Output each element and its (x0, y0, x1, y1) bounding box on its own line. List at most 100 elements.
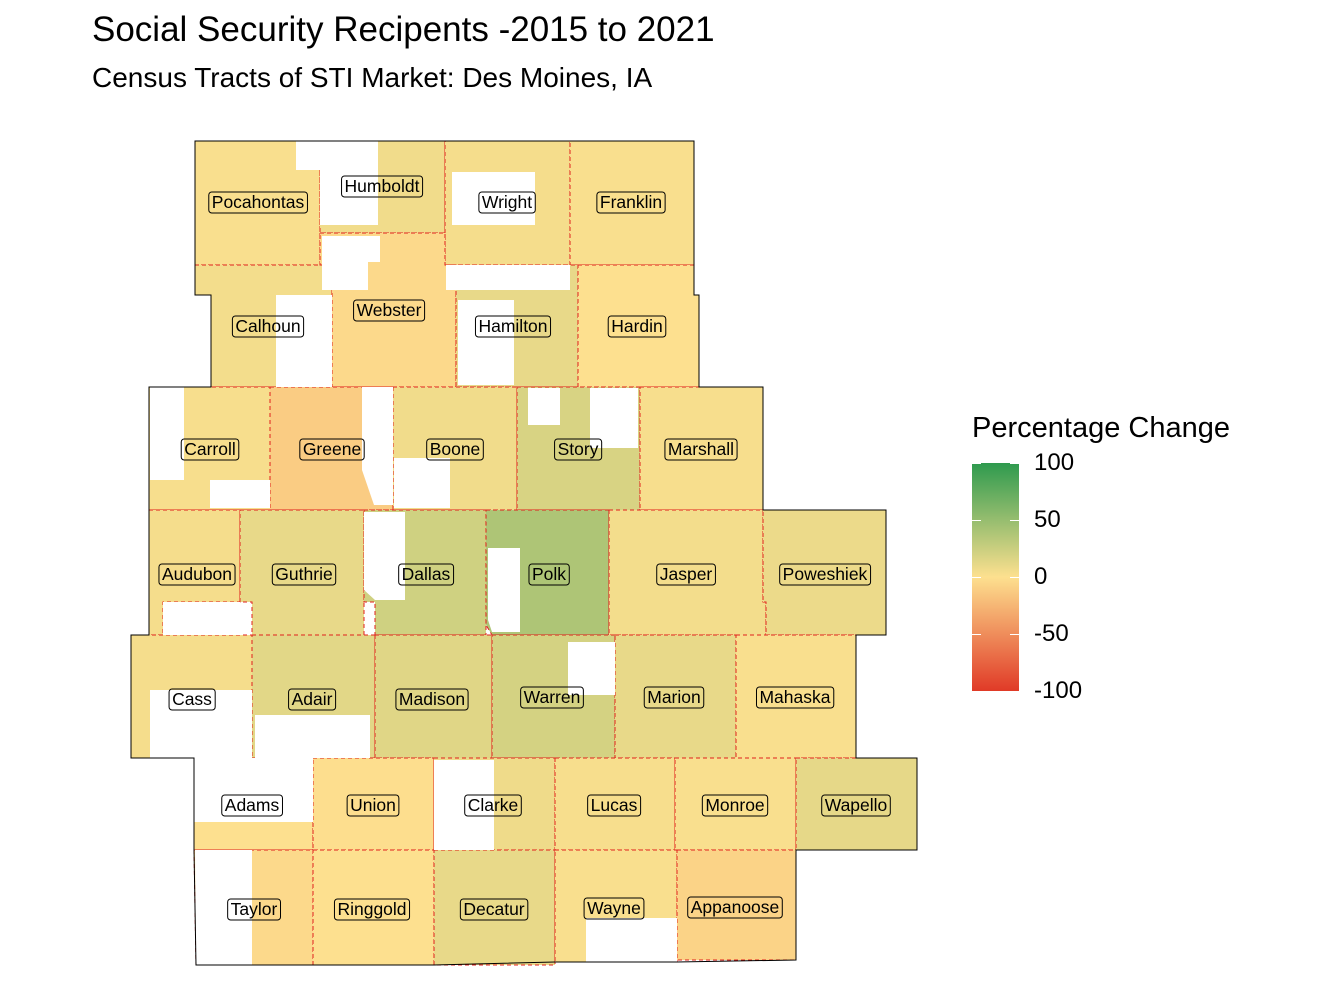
county-label-box (643, 686, 705, 709)
no-data-tract (586, 918, 677, 962)
county-label-greene: Greene (299, 438, 365, 461)
county-label-box (231, 315, 305, 338)
county-label-text: Calhoun (235, 316, 300, 336)
county-label-box (221, 794, 283, 817)
county-label-text: Jasper (660, 564, 713, 584)
county-label-mahaska: Mahaska (755, 686, 835, 709)
county-label-text: Wapello (825, 795, 888, 815)
county-label-box (271, 563, 337, 586)
legend-tick-label: -100 (1034, 677, 1083, 704)
county-label-box (158, 563, 236, 586)
county-label-text: Madison (399, 689, 465, 709)
no-data-tract (320, 141, 378, 225)
legend-tick-label: 100 (1034, 449, 1075, 476)
legend-tick-mark (972, 634, 981, 635)
county-label-text: Poweshiek (783, 564, 868, 584)
county-label-box (478, 191, 536, 214)
county-label-wright: Wright (478, 191, 536, 214)
county-label-wapello: Wapello (821, 794, 891, 817)
county-label-madison: Madison (395, 688, 469, 711)
county-label-calhoun: Calhoun (231, 315, 305, 338)
legend-tick-label: -50 (1034, 620, 1069, 647)
county-ringgold (312, 849, 435, 966)
county-label-text: Greene (303, 439, 361, 459)
county-label-text: Adams (225, 795, 280, 815)
no-data-tract (528, 388, 560, 425)
county-label-humboldt: Humboldt (341, 175, 424, 198)
county-label-box (208, 191, 308, 214)
county-label-clarke: Clarke (464, 794, 522, 817)
no-data-tract (195, 850, 252, 965)
map-subtitle: Census Tracts of STI Market: Des Moines,… (92, 62, 653, 93)
county-label-text: Cass (172, 689, 212, 709)
no-data-tract (194, 758, 313, 822)
county-label-webster: Webster (353, 299, 426, 322)
map-title: Social Security Recipents -2015 to 2021 (92, 10, 715, 49)
county-label-poweshiek: Poweshiek (779, 563, 872, 586)
county-label-box (607, 315, 667, 338)
county-label-marshall: Marshall (664, 438, 738, 461)
county-label-box (474, 315, 552, 338)
county-label-text: Carroll (184, 439, 236, 459)
county-label-box (346, 794, 400, 817)
no-data-tract (452, 172, 535, 225)
county-label-appanoose: Appanoose (687, 896, 783, 919)
county-label-text: Boone (430, 439, 481, 459)
county-label-box (701, 794, 769, 817)
county-label-text: Polk (532, 564, 566, 584)
no-data-tract (210, 480, 270, 508)
county-label-text: Marshall (668, 439, 734, 459)
legend-title: Percentage Change (972, 412, 1230, 444)
counties-layer (130, 140, 918, 966)
county-label-wayne: Wayne (583, 897, 645, 920)
county-label-box (528, 563, 570, 586)
county-label-text: Adair (292, 689, 333, 709)
county-label-story: Story (554, 438, 603, 461)
no-data-tract (255, 715, 370, 758)
county-mahaska (735, 634, 857, 759)
county-labels: Pocahontas Humboldt Wright Franklin Calhoun W… (158, 175, 891, 921)
county-label-text: Webster (357, 300, 422, 320)
legend-tick-label: 0 (1034, 563, 1048, 590)
no-data-tract (590, 388, 638, 448)
county-label-adair: Adair (288, 688, 337, 711)
county-label-decatur: Decatur (459, 898, 529, 921)
no-data-tract (362, 387, 393, 505)
legend-tick-mark (972, 520, 981, 521)
county-label-box (180, 438, 240, 461)
county-label-text: Monroe (705, 795, 764, 815)
county-label-box (821, 794, 891, 817)
market-outline (130, 140, 918, 966)
county-label-box (587, 794, 642, 817)
county-label-text: Hardin (611, 316, 663, 336)
county-label-text: Pocahontas (212, 192, 305, 212)
no-data-tract (364, 512, 405, 600)
county-label-box (288, 688, 337, 711)
county-label-text: Taylor (231, 899, 278, 919)
county-decatur (433, 849, 556, 966)
no-data-tract (195, 141, 320, 170)
county-label-text: Warren (524, 687, 581, 707)
no-data-tract (150, 387, 184, 480)
no-data-tract (322, 236, 380, 290)
no-data-tract (434, 760, 494, 850)
county-label-cass: Cass (168, 688, 216, 711)
county-label-box (227, 898, 282, 921)
legend-tick-mark (1010, 577, 1019, 578)
county-label-text: Union (350, 795, 396, 815)
county-label-text: Lucas (591, 795, 638, 815)
county-label-ringgold: Ringgold (333, 898, 411, 921)
county-label-audubon: Audubon (158, 563, 236, 586)
county-label-dallas: Dallas (398, 563, 455, 586)
legend-tick-mark (1010, 691, 1019, 692)
county-label-union: Union (346, 794, 400, 817)
legend-tick-mark (1010, 634, 1019, 635)
county-appanoose (676, 849, 797, 961)
no-data-tract (488, 548, 520, 632)
no-data-tract (394, 458, 450, 508)
county-label-box (554, 438, 603, 461)
county-label-text: Humboldt (345, 176, 420, 196)
county-label-box (333, 898, 411, 921)
no-data-tract (568, 642, 615, 695)
county-label-text: Clarke (468, 795, 519, 815)
